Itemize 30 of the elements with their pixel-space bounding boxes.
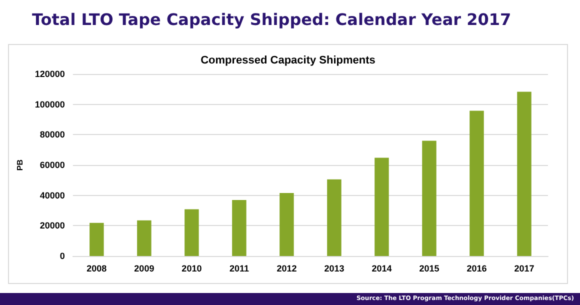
bar: [232, 200, 246, 256]
chart-subtitle: Compressed Capacity Shipments: [200, 54, 376, 66]
y-tick-label: 40000: [40, 190, 65, 200]
y-tick-label: 100000: [34, 99, 65, 110]
y-tick-label: 80000: [40, 130, 65, 140]
y-tick-label: 0: [60, 251, 65, 261]
x-tick-label: 2011: [229, 264, 249, 274]
y-axis-title: PB: [16, 159, 24, 171]
chart-title: Total LTO Tape Capacity Shipped: Calendar Year 2017: [32, 10, 512, 29]
bar: [422, 140, 436, 256]
x-tick-label: 2017: [514, 264, 534, 274]
y-tick-label: 120000: [34, 69, 65, 79]
bar: [280, 193, 294, 256]
x-tick-label: 2015: [419, 264, 440, 274]
x-tick-label: 2013: [324, 264, 344, 274]
x-tick-label: 2008: [86, 264, 107, 274]
x-tick-label: 2010: [182, 264, 202, 274]
x-tick-label: 2016: [466, 264, 487, 274]
bar: [137, 220, 152, 256]
bar: [470, 110, 484, 256]
x-tick-label: 2009: [134, 264, 154, 274]
bar: [374, 158, 389, 256]
y-tick-label: 20000: [40, 220, 65, 231]
bar: [90, 222, 104, 256]
bar: [327, 179, 342, 256]
bar: [517, 92, 532, 256]
x-tick-label: 2014: [372, 264, 392, 274]
y-tick-label: 60000: [40, 160, 65, 170]
x-tick-label: 2012: [276, 264, 297, 274]
bar: [184, 209, 199, 256]
